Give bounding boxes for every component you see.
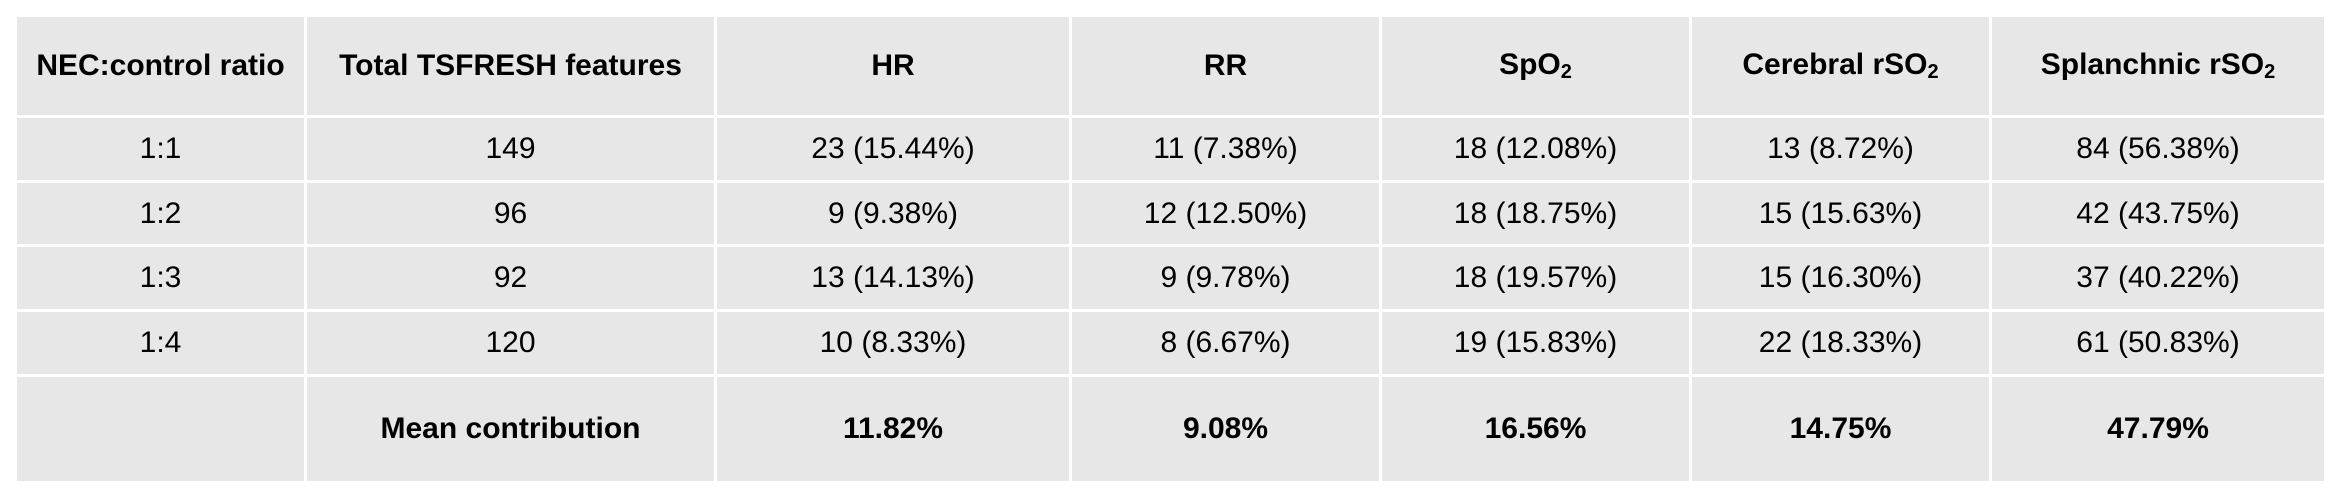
cell-cerebral: 15 (16.30%): [1689, 244, 1992, 313]
header-row: NEC:control ratio Total TSFRESH features…: [14, 14, 2327, 118]
table-row: 1:3 92 13 (14.13%) 9 (9.78%) 18 (19.57%)…: [14, 244, 2327, 313]
cell-splanchnic: 61 (50.83%): [1989, 309, 2327, 377]
cell-rr: 12 (12.50%): [1069, 179, 1382, 248]
summary-empty-cell: [14, 373, 307, 485]
cell-total: 120: [304, 309, 717, 377]
cell-rr: 11 (7.38%): [1069, 115, 1382, 183]
table-row: 1:1 149 23 (15.44%) 11 (7.38%) 18 (12.08…: [14, 115, 2327, 183]
summary-rr: 9.08%: [1069, 373, 1382, 485]
cell-rr: 9 (9.78%): [1069, 244, 1382, 313]
results-table-container: NEC:control ratio Total TSFRESH features…: [14, 14, 2327, 485]
cell-spo2: 19 (15.83%): [1379, 309, 1692, 377]
feature-contribution-table: NEC:control ratio Total TSFRESH features…: [14, 14, 2327, 485]
summary-spo2: 16.56%: [1379, 373, 1692, 485]
header-cerebral-rso2: Cerebral rSO2: [1689, 14, 1992, 118]
cell-hr: 10 (8.33%): [714, 309, 1072, 377]
cell-cerebral: 15 (15.63%): [1689, 179, 1992, 248]
cell-ratio: 1:4: [14, 309, 307, 377]
cell-splanchnic: 84 (56.38%): [1989, 115, 2327, 183]
header-nec-control-ratio: NEC:control ratio: [14, 14, 307, 118]
header-spo2: SpO2: [1379, 14, 1692, 118]
cell-ratio: 1:1: [14, 115, 307, 183]
cell-hr: 9 (9.38%): [714, 179, 1072, 248]
mean-contribution-row: Mean contribution 11.82% 9.08% 16.56% 14…: [14, 373, 2327, 485]
summary-splanchnic: 47.79%: [1989, 373, 2327, 485]
cell-ratio: 1:3: [14, 244, 307, 313]
header-hr: HR: [714, 14, 1072, 118]
cell-cerebral: 13 (8.72%): [1689, 115, 1992, 183]
cell-hr: 23 (15.44%): [714, 115, 1072, 183]
cell-total: 149: [304, 115, 717, 183]
header-splanchnic-rso2: Splanchnic rSO2: [1989, 14, 2327, 118]
cell-total: 96: [304, 179, 717, 248]
header-rr: RR: [1069, 14, 1382, 118]
cell-spo2: 18 (18.75%): [1379, 179, 1692, 248]
header-total-features: Total TSFRESH features: [304, 14, 717, 118]
cell-rr: 8 (6.67%): [1069, 309, 1382, 377]
table-row: 1:2 96 9 (9.38%) 12 (12.50%) 18 (18.75%)…: [14, 179, 2327, 248]
cell-cerebral: 22 (18.33%): [1689, 309, 1992, 377]
cell-splanchnic: 42 (43.75%): [1989, 179, 2327, 248]
table-row: 1:4 120 10 (8.33%) 8 (6.67%) 19 (15.83%)…: [14, 309, 2327, 377]
summary-label: Mean contribution: [304, 373, 717, 485]
cell-spo2: 18 (19.57%): [1379, 244, 1692, 313]
cell-splanchnic: 37 (40.22%): [1989, 244, 2327, 313]
cell-ratio: 1:2: [14, 179, 307, 248]
cell-hr: 13 (14.13%): [714, 244, 1072, 313]
cell-spo2: 18 (12.08%): [1379, 115, 1692, 183]
cell-total: 92: [304, 244, 717, 313]
summary-hr: 11.82%: [714, 373, 1072, 485]
summary-cerebral: 14.75%: [1689, 373, 1992, 485]
